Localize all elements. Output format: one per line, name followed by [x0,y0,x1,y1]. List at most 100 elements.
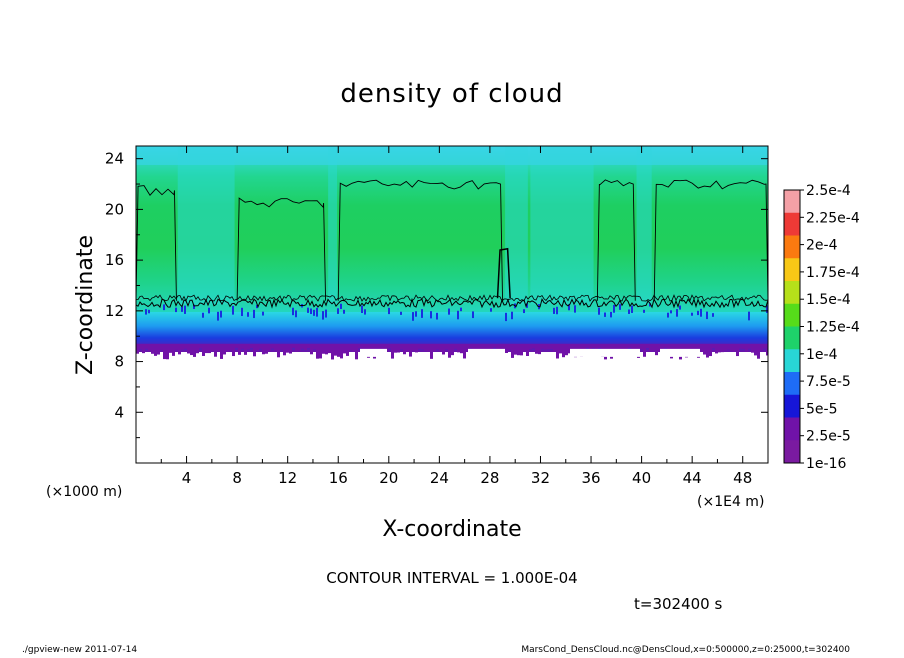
blue-speck [604,312,606,317]
blue-speck [511,311,513,320]
base-fringe-mark [514,343,517,355]
footer-right: MarsCond_DensCloud.nc@DensCloud,x=0:5000… [521,645,850,654]
colorbar: 2.5e-4 2.25e-4 2e-4 1.75e-4 1.5e-4 1.25e-4 1e-… [783,183,860,472]
x-tick-label: 40 [632,469,651,487]
base-fringe-mark [460,343,463,354]
base-fringe-mark [271,343,274,349]
cyan-column [530,146,594,305]
x-tick-label: 8 [232,469,242,487]
base-fringe-mark [568,343,571,354]
base-fringe-mark [748,343,751,349]
blue-speck [712,313,714,317]
colorbar-label: 1.5e-4 [806,292,851,308]
base-fringe-mark [265,343,268,354]
base-fringe-mark [253,343,256,357]
base-fringe-mark [397,343,400,353]
base-fringe-mark [508,343,511,350]
base-fringe-mark [184,343,187,349]
base-fringe-mark [445,343,448,350]
blue-speck [670,310,672,314]
base-fringe-mark [238,343,241,355]
contour-cell-narrow [496,247,511,299]
blue-speck [145,309,147,315]
contour-interval-text: CONTOUR INTERVAL = 1.000E-04 [326,569,577,587]
base-fringe-mark [730,343,733,352]
base-fringe-mark [301,343,304,349]
blue-speck [175,307,177,313]
blue-speck [490,308,492,312]
cyan-column [328,146,337,305]
blue-speck [202,312,204,318]
base-fringe-mark [559,343,562,354]
base-fringe-mark [715,343,718,354]
blue-speck [766,305,768,313]
colorbar-swatch [784,190,800,214]
base-fringe-mark [142,343,145,354]
base-fringe-mark [376,343,379,349]
blue-speck [316,307,318,317]
base-fringe-mark [520,343,523,356]
base-fringe-mark [595,343,598,354]
base-fringe-mark [139,343,142,350]
colorbar-label: 2.25e-4 [806,210,860,226]
base-gap [360,348,387,357]
base-fringe-mark [442,343,445,355]
base-fringe-mark [145,343,148,349]
base-fringe-mark [370,343,373,352]
base-fringe-mark [160,343,163,350]
base-fringe-mark [334,343,337,356]
blue-speck [649,303,651,307]
base-fringe-mark [268,343,271,352]
x-axis-title: X-coordinate [382,517,521,542]
base-fringe-mark [478,343,481,354]
blue-speck [322,311,324,320]
cloud-top-band [136,146,768,166]
blue-speck [193,304,195,309]
base-fringe-mark [202,343,205,356]
base-fringe-mark [718,343,721,353]
base-fringe-mark [631,343,634,351]
base-fringe-mark [439,343,442,352]
base-fringe-mark [619,343,622,352]
x-tick-label: 12 [278,469,297,487]
base-fringe-mark [223,343,226,355]
colorbar-label: 2.5e-5 [806,429,851,445]
contour-line-main [136,297,768,309]
base-fringe-mark [385,343,388,352]
blue-speck [436,312,438,320]
blue-speck [679,305,681,310]
base-fringe-mark [400,343,403,350]
base-fringe-mark [664,343,667,349]
colorbar-swatch [784,281,800,305]
colorbar-swatch [784,303,800,327]
base-fringe-mark [658,343,661,351]
base-fringe-mark [481,343,484,354]
cyan-column [177,146,235,305]
colorbar-label: 5e-5 [806,401,837,417]
blue-speck [148,309,150,314]
base-fringe-mark [250,343,253,349]
base-fringe-mark [535,343,538,354]
base-fringe-mark [613,343,616,353]
blue-speck [628,309,630,314]
blue-speck [400,311,402,315]
base-fringe-mark [154,343,157,356]
blue-speck [667,312,669,318]
base-fringe-mark [526,343,529,356]
base-fringe-mark [571,343,574,353]
footer-left: ./gpview-new 2011-07-14 [22,645,137,654]
x-tick-label: 44 [683,469,702,487]
base-fringe-mark [427,343,430,352]
base-fringe-mark [310,343,313,355]
base-fringe-mark [337,343,340,357]
base-fringe-mark [346,343,349,356]
base-fringe-mark [706,343,709,358]
colorbar-swatch [784,235,800,259]
base-fringe-mark [541,343,544,349]
base-fringe-mark [382,343,385,353]
base-fringe-mark [457,343,460,353]
base-fringe-mark [556,343,559,359]
cloud-base-fringe [136,303,768,360]
base-fringe-mark [190,343,193,356]
base-fringe-mark [421,343,424,350]
